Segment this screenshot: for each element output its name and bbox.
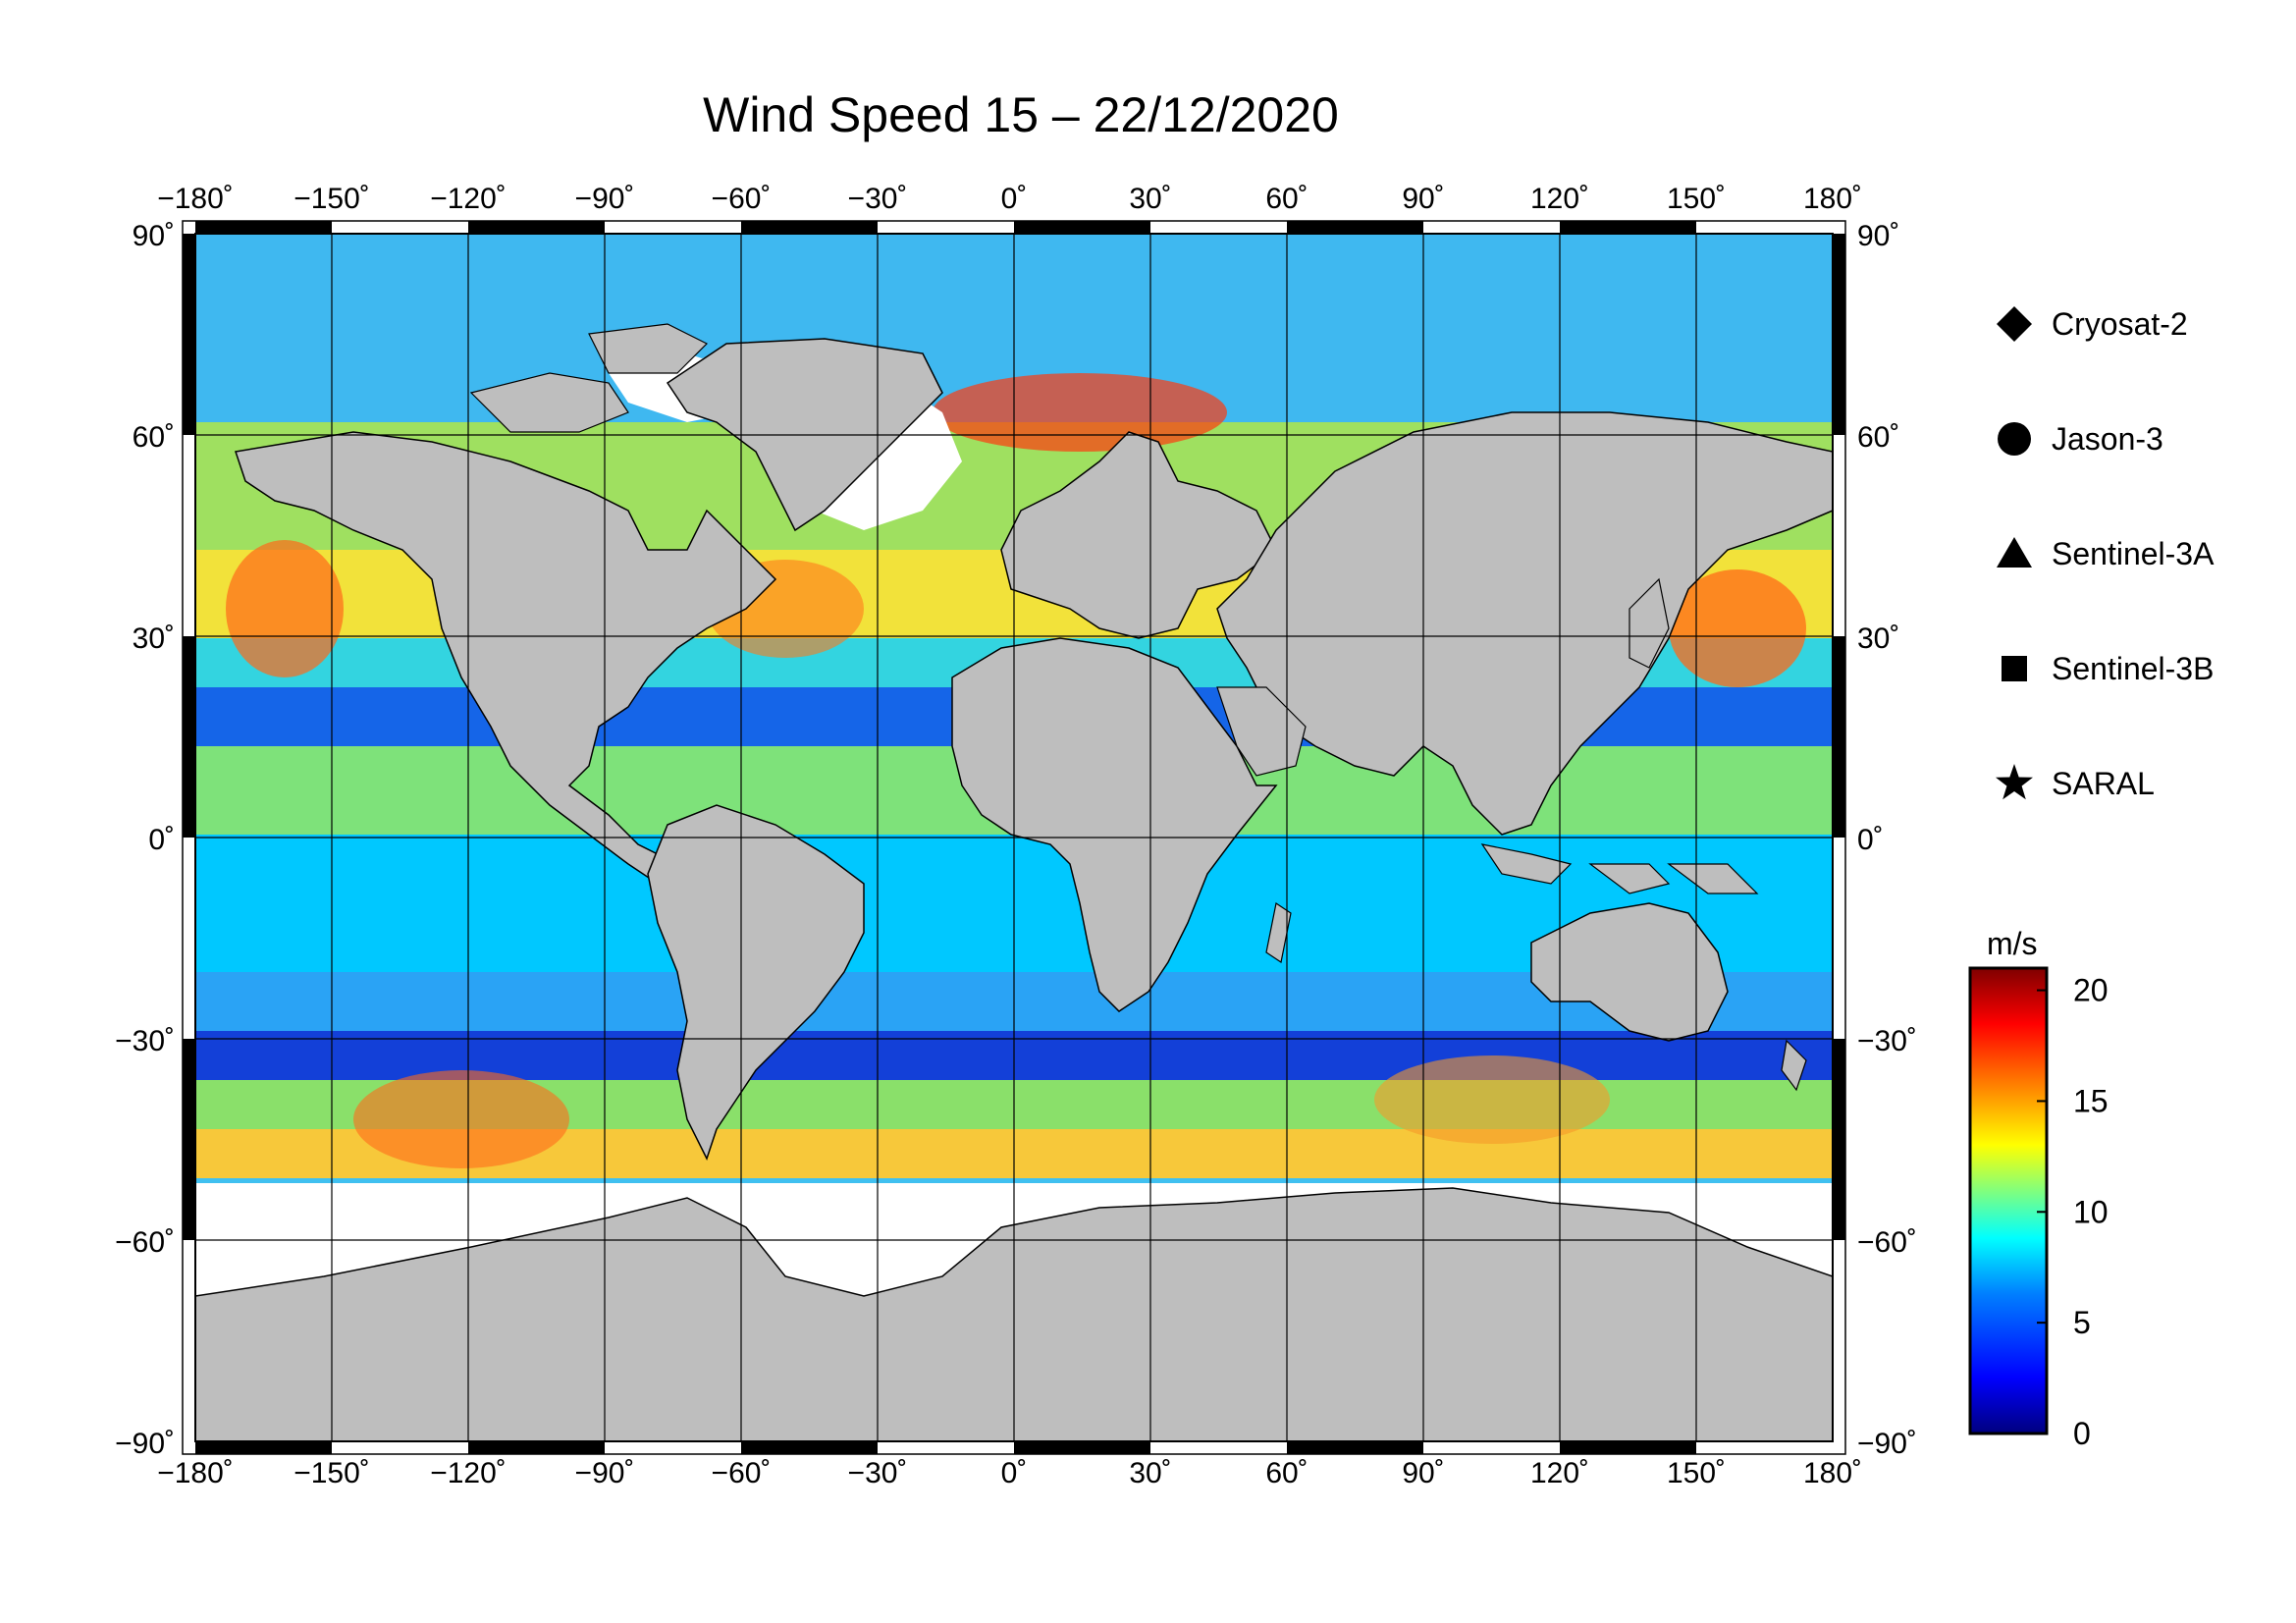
lon-tick-label-bottom: 90˚ xyxy=(1402,1457,1444,1489)
colorbar: m/s 20 15 10 5 0 xyxy=(1968,926,2109,1451)
legend-marker-square-icon xyxy=(2002,656,2027,681)
legend-marker-diamond-icon xyxy=(1997,306,2032,342)
colorbar-gradient xyxy=(1968,966,2049,1435)
lon-tick-label-top: −120˚ xyxy=(430,183,507,215)
colorbar-unit: m/s xyxy=(1987,926,2038,961)
frame-bar-bottom xyxy=(1287,1441,1423,1454)
lat-tick-label-right: −90˚ xyxy=(1857,1428,1917,1460)
legend-label: Sentinel-3A xyxy=(2052,536,2215,571)
lat-tick-label-left: −90˚ xyxy=(115,1428,175,1460)
legend-label: Jason-3 xyxy=(2052,421,2163,457)
satellite-legend: Cryosat-2 Jason-3 Sentinel-3A Sentinel-3B SA… xyxy=(1996,306,2215,801)
lon-tick-label-bottom: 180˚ xyxy=(1803,1457,1862,1489)
lat-tick-label-right: 60˚ xyxy=(1857,421,1899,454)
lon-tick-label-top: −180˚ xyxy=(157,183,234,215)
legend-label: SARAL xyxy=(2052,766,2155,801)
frame-bar-bottom xyxy=(741,1441,878,1454)
lon-tick-label-top: −60˚ xyxy=(712,183,772,215)
frame-bar-bottom xyxy=(1560,1441,1696,1454)
lon-tick-label-top: 90˚ xyxy=(1402,183,1444,215)
lon-tick-label-bottom: −150˚ xyxy=(294,1457,370,1489)
frame-bar-top xyxy=(741,221,878,234)
lon-tick-label-top: 60˚ xyxy=(1265,183,1308,215)
legend-label: Cryosat-2 xyxy=(2052,306,2188,342)
lon-tick-label-bottom: 150˚ xyxy=(1667,1457,1726,1489)
lon-tick-label-top: 180˚ xyxy=(1803,183,1862,215)
lon-tick-label-bottom: −30˚ xyxy=(848,1457,908,1489)
frame-bar-top xyxy=(195,221,332,234)
frame-bar-right xyxy=(1833,636,1845,838)
lon-tick-label-bottom: −120˚ xyxy=(430,1457,507,1489)
map-frame xyxy=(182,220,1846,1455)
frame-bar-left xyxy=(183,1039,195,1240)
lon-tick-label-bottom: −90˚ xyxy=(575,1457,635,1489)
lon-tick-label-bottom: −180˚ xyxy=(157,1457,234,1489)
frame-bar-left xyxy=(183,636,195,838)
frame-bar-top xyxy=(1014,221,1150,234)
lat-tick-label-right: −60˚ xyxy=(1857,1226,1917,1259)
lat-tick-label-right: 0˚ xyxy=(1857,824,1884,856)
frame-bar-top xyxy=(1287,221,1423,234)
lat-tick-label-right: 90˚ xyxy=(1857,220,1899,252)
lat-tick-label-left: 60˚ xyxy=(133,421,175,454)
lat-tick-label-left: 90˚ xyxy=(133,220,175,252)
lat-tick-label-left: −30˚ xyxy=(115,1025,175,1057)
frame-bar-right xyxy=(1833,234,1845,435)
frame-bar-bottom xyxy=(468,1441,605,1454)
lat-tick-label-left: 0˚ xyxy=(148,824,175,856)
frame-bar-right xyxy=(1833,1039,1845,1240)
lon-tick-label-bottom: 60˚ xyxy=(1265,1457,1308,1489)
colorbar-tick-label: 0 xyxy=(2073,1416,2091,1451)
legend-label: Sentinel-3B xyxy=(2052,651,2214,686)
lon-tick-label-top: −30˚ xyxy=(848,183,908,215)
colorbar-tick-label: 20 xyxy=(2073,973,2109,1008)
frame-bar-top xyxy=(468,221,605,234)
frame-bar-left xyxy=(183,234,195,435)
frame-bar-bottom xyxy=(195,1441,332,1454)
lon-tick-label-top: 30˚ xyxy=(1129,183,1171,215)
colorbar-tick-label: 15 xyxy=(2073,1083,2109,1118)
lon-tick-label-top: 150˚ xyxy=(1667,183,1726,215)
colorbar-tick-label: 10 xyxy=(2073,1194,2109,1229)
lon-tick-label-top: −150˚ xyxy=(294,183,370,215)
frame-bar-top xyxy=(1560,221,1696,234)
lon-tick-label-top: −90˚ xyxy=(575,183,635,215)
lat-tick-label-left: 30˚ xyxy=(133,622,175,655)
lon-tick-label-top: 120˚ xyxy=(1530,183,1589,215)
lon-tick-label-bottom: 0˚ xyxy=(1001,1457,1028,1489)
colorbar-tick-label: 5 xyxy=(2073,1305,2091,1340)
legend-marker-triangle-icon xyxy=(1997,537,2032,568)
lat-tick-label-right: 30˚ xyxy=(1857,622,1899,655)
frame-bar-bottom xyxy=(1014,1441,1150,1454)
lat-tick-label-left: −60˚ xyxy=(115,1226,175,1259)
lon-tick-label-bottom: 120˚ xyxy=(1530,1457,1589,1489)
chart-title: Wind Speed 15 – 22/12/2020 xyxy=(703,87,1339,142)
lon-tick-label-top: 0˚ xyxy=(1001,183,1028,215)
axis-ticks: −180˚ −180˚ −150˚ −150˚ −120˚ −120˚ −90˚ −90˚ −6… xyxy=(115,183,1917,1489)
lon-tick-label-bottom: −60˚ xyxy=(712,1457,772,1489)
lon-tick-label-bottom: 30˚ xyxy=(1129,1457,1171,1489)
legend-marker-star-icon xyxy=(1996,764,2033,800)
legend-marker-circle-icon xyxy=(1998,422,2031,456)
lat-tick-label-right: −30˚ xyxy=(1857,1025,1917,1057)
